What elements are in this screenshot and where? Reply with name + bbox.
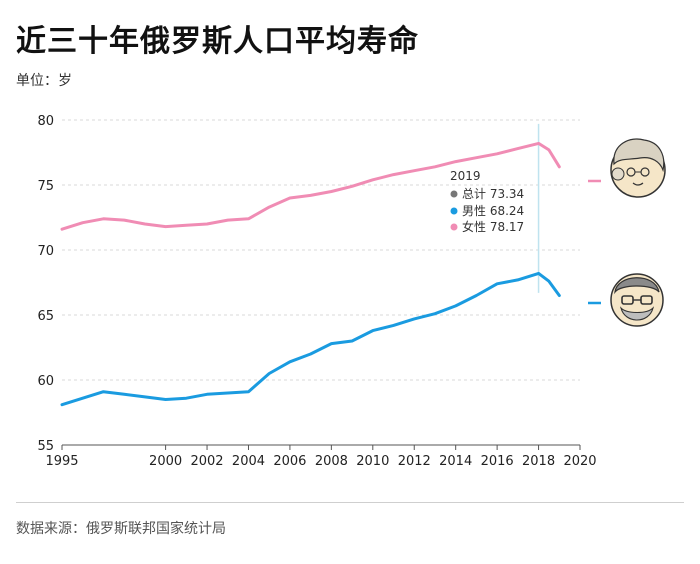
x-tick-label: 2020 <box>563 454 596 469</box>
tooltip-total: 总计 73.34 <box>462 187 524 201</box>
y-axis: 55 60 65 70 75 80 <box>37 114 54 454</box>
tooltip-dot-total <box>450 190 458 198</box>
x-tick-label: 2006 <box>273 454 306 469</box>
x-axis: 1995 2000 2002 2004 2006 2008 2010 2012 2014 2016… <box>45 445 597 469</box>
x-tick-label: 2016 <box>481 454 514 469</box>
tooltip: 2019 总计 73.34 男性 68.24 女性 78.17 <box>450 169 524 234</box>
man-avatar-icon <box>610 273 664 327</box>
unit-label: 单位：岁 <box>16 73 72 89</box>
tooltip-year: 2019 <box>450 169 481 183</box>
x-tick-label: 2000 <box>149 454 182 469</box>
x-tick-label: 2012 <box>398 454 431 469</box>
x-tick-label: 2010 <box>356 454 389 469</box>
y-tick-label: 80 <box>37 114 54 129</box>
page-title: 近三十年俄罗斯人口平均寿命 <box>16 24 419 59</box>
x-tick-label: 2008 <box>315 454 348 469</box>
x-tick-label: 2002 <box>190 454 223 469</box>
tooltip-dot-female <box>450 223 458 231</box>
footer-divider <box>16 502 684 503</box>
y-tick-label: 75 <box>37 179 54 194</box>
y-tick-label: 70 <box>37 244 54 259</box>
y-tick-label: 55 <box>37 439 54 454</box>
y-tick-label: 65 <box>37 309 54 324</box>
x-tick-label: 2014 <box>439 454 472 469</box>
x-tick-label: 2004 <box>232 454 265 469</box>
grid-lines <box>62 119 580 446</box>
life-expectancy-chart: 1995 2000 2002 2004 2006 2008 2010 2012 2014 2016… <box>37 114 666 469</box>
series-line-male <box>60 271 561 407</box>
woman-avatar-icon <box>610 138 666 198</box>
series-line-female <box>60 141 561 231</box>
series-group <box>60 141 561 407</box>
tooltip-female: 女性 78.17 <box>462 219 524 234</box>
tooltip-dot-male <box>450 207 458 215</box>
end-legend <box>588 179 601 305</box>
tooltip-male: 男性 68.24 <box>462 204 524 218</box>
x-tick-label: 1995 <box>45 454 78 469</box>
y-tick-label: 60 <box>37 374 54 389</box>
source-note: 数据来源：俄罗斯联邦国家统计局 <box>16 521 226 537</box>
x-tick-label: 2018 <box>522 454 555 469</box>
